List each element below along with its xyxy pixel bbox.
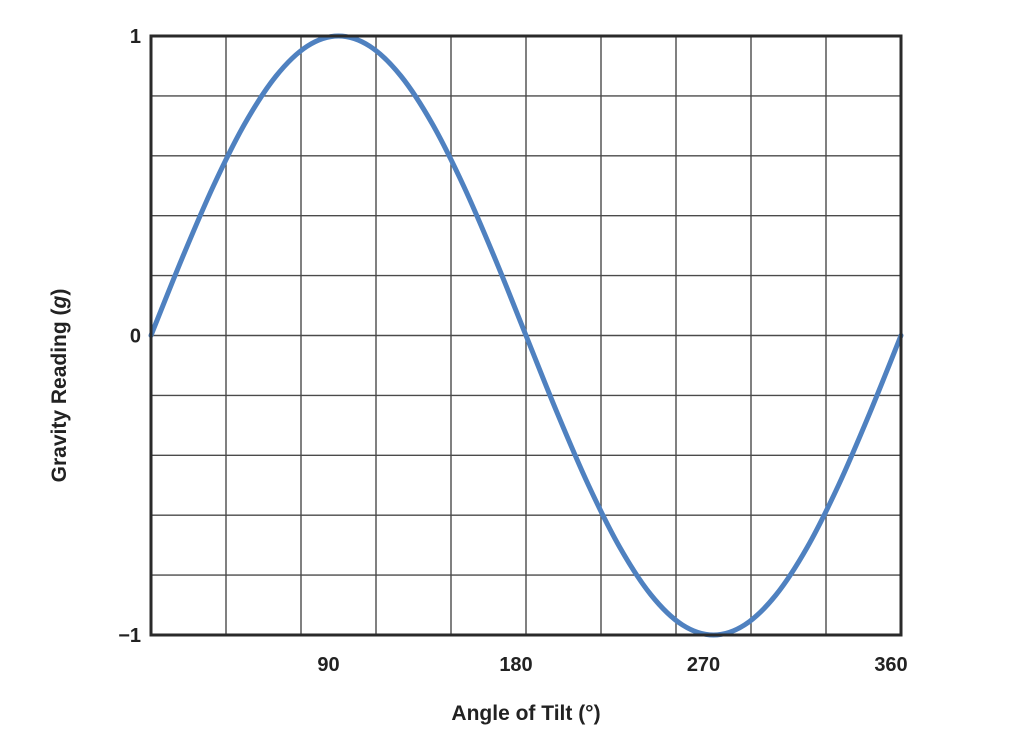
y-axis-title-suffix: ) bbox=[48, 289, 71, 296]
plot-area-frame bbox=[149, 34, 903, 637]
x-tick-label: 90 bbox=[317, 654, 339, 676]
x-axis-tick-labels: 90 180 270 360 bbox=[317, 654, 907, 676]
y-axis-title: Gravity Reading (g) bbox=[48, 289, 71, 483]
y-axis-title-unit: g bbox=[48, 295, 71, 309]
y-tick-label: 0 bbox=[130, 326, 141, 348]
x-axis-title: Angle of Tilt (°) bbox=[451, 702, 600, 725]
y-tick-label: 1 bbox=[130, 26, 141, 48]
series-line bbox=[148, 33, 904, 638]
x-tick-label: 180 bbox=[499, 654, 532, 676]
y-tick-label: −1 bbox=[118, 625, 141, 647]
y-axis-tick-labels: 1 0 −1 bbox=[118, 26, 141, 647]
x-tick-label: 270 bbox=[687, 654, 720, 676]
x-tick-label: 360 bbox=[874, 654, 907, 676]
chart-series-layer bbox=[148, 33, 904, 638]
y-axis-title-prefix: Gravity Reading ( bbox=[48, 308, 71, 482]
